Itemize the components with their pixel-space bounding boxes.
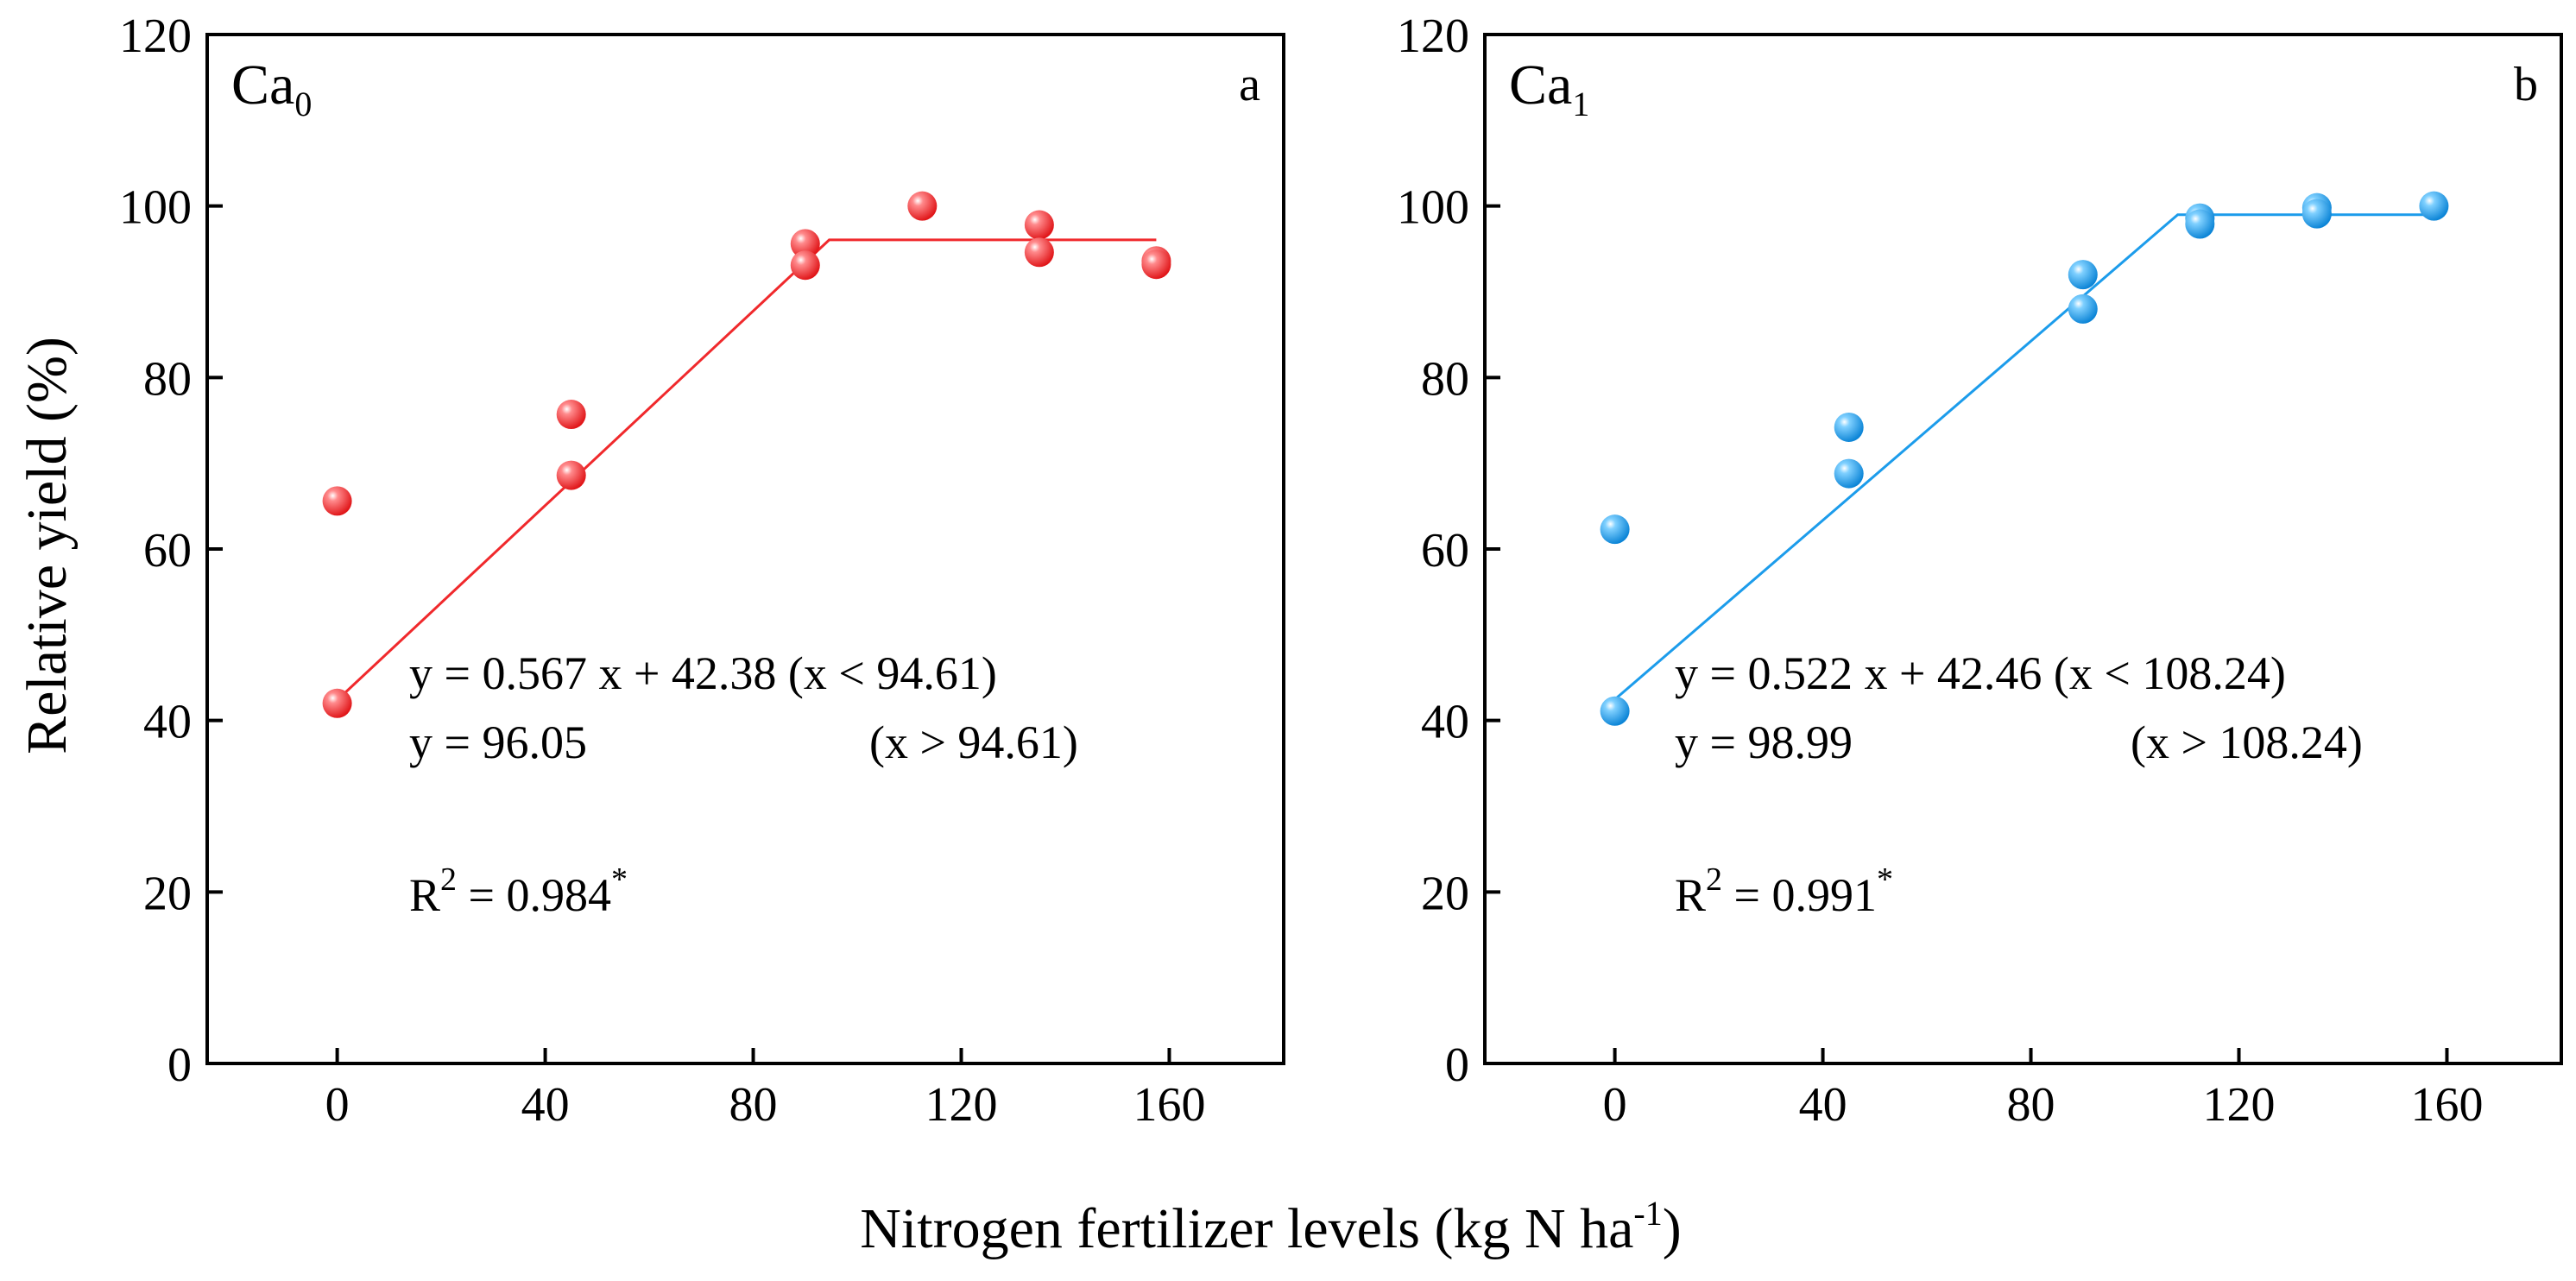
panel-b-y-tick-label: 120 (1397, 9, 1469, 63)
panel-a-label-base: Ca (231, 54, 294, 117)
x-axis-label: Nitrogen fertilizer levels (kg N ha-1) (860, 1194, 1681, 1260)
panel-a-y-tick-label: 80 (143, 352, 192, 406)
panel-a-label-sub: 0 (294, 85, 312, 123)
panel-b-label-base: Ca (1509, 54, 1572, 117)
panel-b-x-tick-label: 0 (1603, 1078, 1627, 1132)
panel-b-y-tick-label: 80 (1421, 352, 1469, 406)
panel-b-points (1600, 191, 2449, 726)
panel-a-equation-2-right: (x > 94.61) (869, 716, 1078, 768)
panel-b-x-tick-label: 120 (2203, 1078, 2276, 1132)
panel-a-data-point (556, 460, 586, 490)
panel-b-data-point (1834, 412, 1864, 442)
panel-a-y-tick-label: 0 (167, 1038, 192, 1092)
panel-a-r2-star: * (611, 861, 628, 898)
panel-b-y-tick-label: 100 (1397, 181, 1469, 235)
panel-b-r2-value: = 0.991 (1722, 869, 1877, 921)
panel-a-data-point (1141, 249, 1171, 280)
panel-b-data-point (1600, 696, 1630, 726)
panel-a-letter: a (1239, 58, 1260, 111)
panel-b-label: Ca1 (1509, 54, 1589, 123)
panel-b-data-point (1600, 514, 1630, 545)
panel-a-fit-line (336, 238, 1157, 702)
panel-a-label: Ca0 (231, 54, 312, 123)
panel-a-r2-prefix: R (409, 869, 440, 921)
panel-a-equation-2-left: y = 96.05 (409, 716, 587, 768)
panel-a-points (322, 191, 1171, 718)
panel-a-x-tick-label: 80 (729, 1078, 778, 1132)
panel-a-equation-1: y = 0.567 x + 42.38 (x < 94.61) (409, 647, 997, 699)
x-axis-label-sup: -1 (1633, 1194, 1662, 1233)
panel-a-y-tick-label: 100 (119, 181, 192, 235)
panel-b-data-point (1834, 458, 1864, 489)
panel-b-x-tick-label: 80 (2007, 1078, 2055, 1132)
panel-b-data-point (2185, 209, 2215, 239)
panel-a-data-point (556, 400, 586, 430)
panel-b-y-tick-label: 40 (1421, 696, 1469, 749)
panel-b-r2-star: * (1877, 861, 1893, 898)
panel-b-fit-line (1613, 213, 2434, 701)
y-axis-label: Relative yield (%) (16, 337, 79, 754)
x-axis-label-close: ) (1663, 1197, 1682, 1260)
panel-a-y-tick-label: 40 (143, 696, 192, 749)
panel-b-data-point (2068, 260, 2098, 290)
panel-a-r-squared: R2 = 0.984* (409, 861, 628, 921)
panel-a-x-tick-label: 0 (325, 1078, 350, 1132)
panel-a-data-point (790, 250, 820, 281)
panel-a-x-tick-label: 160 (1133, 1078, 1205, 1132)
panel-a-data-point (1024, 210, 1054, 240)
panel-b-equation-2-right: (x > 108.24) (2131, 716, 2363, 768)
panel-a-r2-sup: 2 (440, 861, 457, 898)
panel-a-data-point (1024, 237, 1054, 268)
panel-b-r2-sup: 2 (1706, 861, 1722, 898)
panel-a-y-tick-label: 20 (143, 867, 192, 920)
panel-b-r-squared: R2 = 0.991* (1675, 861, 1893, 921)
panel-a-data-point (790, 229, 820, 259)
panel-b: 0 40 80 120 160 0 20 40 60 80 100 120 Ca1 b y = 0.5… (1397, 9, 2563, 1132)
panel-b-letter: b (2514, 58, 2538, 111)
panel-b-data-point (2068, 293, 2098, 324)
panel-a-data-point (907, 191, 938, 221)
panel-a-y-tick-label: 120 (119, 9, 192, 63)
panel-b-frame (1483, 33, 2563, 1065)
x-axis-label-main: Nitrogen fertilizer levels (kg N ha (860, 1197, 1633, 1260)
panel-b-data-point (2301, 199, 2332, 229)
panel-a-r2-value: = 0.984 (457, 869, 611, 921)
panel-b-y-tick-label: 20 (1421, 867, 1469, 920)
panel-b-x-tick-label: 40 (1799, 1078, 1847, 1132)
panel-a-x-tick-label: 120 (925, 1078, 998, 1132)
panel-b-ticks: 0 40 80 120 160 0 20 40 60 80 100 120 (1397, 9, 2483, 1132)
panel-a-data-point (322, 486, 352, 516)
panel-a-data-point (322, 688, 352, 718)
panel-b-y-tick-label: 0 (1445, 1038, 1469, 1092)
panel-a-y-tick-label: 60 (143, 524, 192, 577)
panel-a-x-tick-label: 40 (521, 1078, 570, 1132)
panel-b-x-tick-label: 160 (2410, 1078, 2483, 1132)
panel-b-data-point (2419, 191, 2449, 221)
panel-b-r2-prefix: R (1675, 869, 1706, 921)
panel-a-frame (205, 33, 1285, 1065)
panel-b-label-sub: 1 (1572, 85, 1589, 123)
panel-b-y-tick-label: 60 (1421, 524, 1469, 577)
panel-b-equation-1: y = 0.522 x + 42.46 (x < 108.24) (1675, 647, 2286, 699)
panel-b-equation-2-left: y = 98.99 (1675, 716, 1853, 768)
